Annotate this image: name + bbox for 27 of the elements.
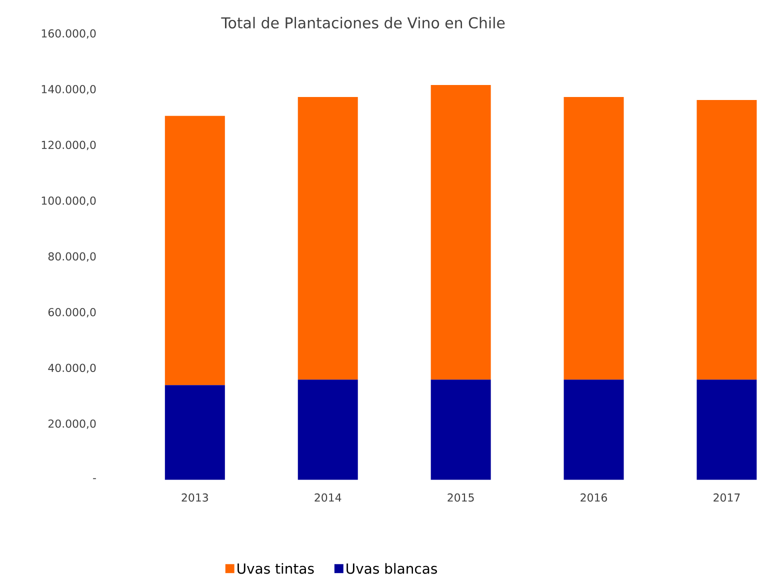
bar [696, 100, 757, 380]
bar [430, 84, 491, 380]
x-tick-label: 2013 [182, 493, 208, 502]
bar [564, 96, 624, 380]
y-tick-label: 120.000,0 [42, 140, 96, 150]
x-tick-label: 2016 [580, 493, 608, 502]
legend-label: Uvas blancas [346, 563, 438, 574]
bar [164, 385, 225, 480]
y-tick-label: 40.000,0 [48, 364, 96, 374]
bar [696, 380, 757, 480]
bar [430, 380, 491, 480]
y-tick-label: 140.000,0 [42, 84, 96, 94]
bar [298, 380, 358, 480]
x-tick-label: 2015 [448, 493, 474, 502]
bar [164, 116, 225, 386]
y-tick-label: 80.000,0 [48, 252, 96, 262]
y-tick-label: 60.000,0 [48, 308, 96, 318]
y-tick-label: - [93, 478, 96, 480]
bar [564, 380, 624, 480]
legend-label: Uvas tintas [238, 563, 314, 574]
x-tick-label: 2014 [314, 493, 342, 502]
y-tick-label: 160.000,0 [42, 29, 96, 39]
chart-title: Total de Plantaciones de Vino en Chile [221, 16, 505, 28]
y-tick-label: 20.000,0 [48, 419, 96, 429]
y-tick-label: 100.000,0 [42, 196, 96, 206]
bar [298, 96, 358, 380]
x-tick-label: 2017 [714, 493, 740, 502]
